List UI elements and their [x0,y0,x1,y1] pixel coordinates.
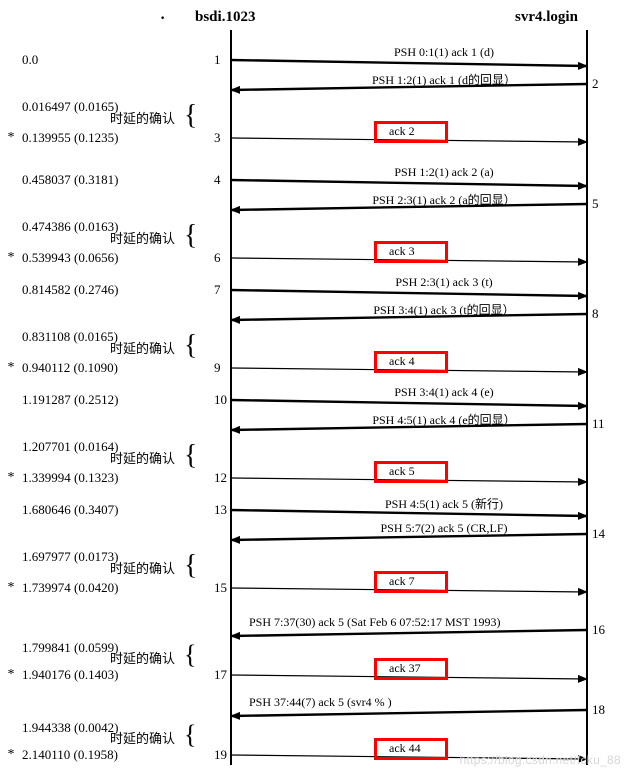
delay-ack-label: 时延的确认 [110,558,175,577]
watermark: https://blog.csdn.net/fcku_88 [460,753,621,767]
lifeline-left [230,30,232,765]
asterisk: * [6,130,16,146]
msg-label: PSH 2:3(1) ack 2 (a的回显） [304,191,584,208]
timestamp: 1.940176 (0.1403) [22,667,118,683]
seq-left: 4 [214,172,221,188]
timestamp: 0.458037 (0.3181) [22,172,118,188]
timestamp: 0.016497 (0.0165) [22,99,118,115]
seq-right: 18 [592,702,605,718]
timestamp: 1.680646 (0.3407) [22,502,118,518]
msg-label: PSH 3:4(1) ack 3 (t的回显） [304,301,584,318]
ack-highlight [374,121,448,143]
seq-right: 14 [592,526,605,542]
timestamp: 0.0 [22,52,38,68]
timestamp: 0.474386 (0.0163) [22,219,118,235]
header-right: svr4.login [515,9,578,26]
lifeline-right [586,30,588,765]
timestamp: 1.191287 (0.2512) [22,392,118,408]
timestamp: 0.940112 (0.1090) [22,360,118,376]
msg-label: PSH 1:2(1) ack 1 (d的回显） [304,71,584,88]
timestamp: 0.539943 (0.0656) [22,250,118,266]
seq-right: 16 [592,622,605,638]
brace: { [184,552,197,580]
msg-label: PSH 1:2(1) ack 2 (a) [314,165,574,180]
timestamp: 1.799841 (0.0599) [22,640,118,656]
ack-highlight [374,351,448,373]
brace: { [184,102,197,130]
delay-ack-label: 时延的确认 [110,728,175,747]
timestamp: 1.739974 (0.0420) [22,580,118,596]
ack-highlight [374,738,448,760]
seq-left: 7 [214,282,221,298]
delay-ack-label: 时延的确认 [110,228,175,247]
seq-left: 15 [214,580,227,596]
timestamp: 1.697977 (0.0173) [22,549,118,565]
diagram-canvas: · bsdi.1023 svr4.login https://blog.csdn… [0,0,627,771]
brace: { [184,222,197,250]
seq-left: 9 [214,360,221,376]
header-left: bsdi.1023 [195,9,255,26]
msg-label: PSH 4:5(1) ack 4 (e的回显） [304,411,584,428]
msg-label: PSH 37:44(7) ack 5 (svr4 % ) [249,695,392,710]
ack-highlight [374,461,448,483]
brace: { [184,642,196,668]
seq-left: 1 [214,52,221,68]
seq-right: 11 [592,416,605,432]
ack-highlight [374,241,448,263]
msg-label: PSH 4:5(1) ack 5 (新行) [314,495,574,512]
timestamp: 0.139955 (0.1235) [22,130,118,146]
asterisk: * [6,360,16,376]
msg-label: PSH 3:4(1) ack 4 (e) [314,385,574,400]
asterisk: * [6,667,16,683]
seq-left: 12 [214,470,227,486]
seq-left: 6 [214,250,221,266]
seq-left: 3 [214,130,221,146]
seq-right: 2 [592,76,599,92]
msg-label: PSH 5:7(2) ack 5 (CR,LF) [304,521,584,536]
seq-left: 13 [214,502,227,518]
seq-right: 8 [592,306,599,322]
asterisk: * [6,250,16,266]
seq-left: 17 [214,667,227,683]
timestamp: 1.207701 (0.0164) [22,439,118,455]
seq-right: 5 [592,196,599,212]
asterisk: * [6,470,16,486]
timestamp: 1.944338 (0.0042) [22,720,118,736]
delay-ack-label: 时延的确认 [110,448,175,467]
header-dot: · [160,10,165,28]
msg-label: PSH 0:1(1) ack 1 (d) [314,45,574,60]
delay-ack-label: 时延的确认 [110,648,175,667]
brace: { [184,442,197,470]
delay-ack-label: 时延的确认 [110,338,175,357]
ack-highlight [374,571,448,593]
brace: { [184,332,197,360]
timestamp: 0.831108 (0.0165) [22,329,118,345]
delay-ack-label: 时延的确认 [110,108,175,127]
asterisk: * [6,580,16,596]
brace: { [184,722,196,748]
seq-left: 10 [214,392,227,408]
seq-left: 19 [214,747,227,763]
timestamp: 1.339994 (0.1323) [22,470,118,486]
timestamp: 2.140110 (0.1958) [22,747,118,763]
asterisk: * [6,747,16,763]
msg-label: PSH 2:3(1) ack 3 (t) [314,275,574,290]
msg-label: PSH 7:37(30) ack 5 (Sat Feb 6 07:52:17 M… [249,615,500,630]
ack-highlight [374,658,448,680]
timestamp: 0.814582 (0.2746) [22,282,118,298]
